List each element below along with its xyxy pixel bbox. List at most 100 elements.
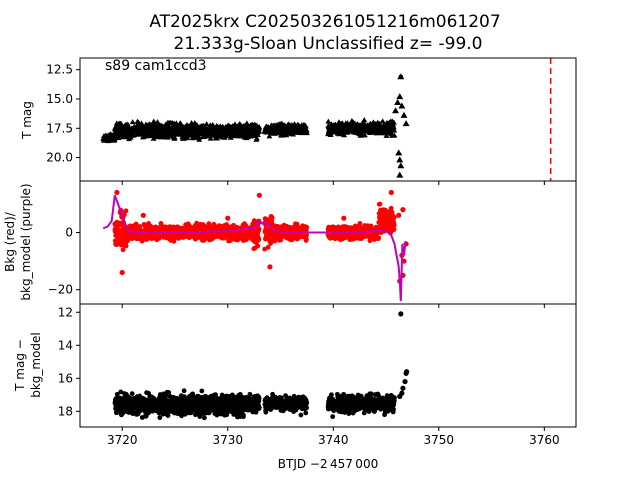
background-model-line [102, 194, 407, 302]
data-point-triangle [376, 121, 383, 127]
panel-frame [79, 180, 577, 305]
data-point [129, 391, 135, 397]
data-point-triangle [193, 122, 200, 128]
data-point [304, 405, 310, 411]
data-point-triangle [196, 134, 203, 140]
background-point [119, 269, 125, 276]
background-point [265, 244, 271, 250]
data-point [304, 400, 310, 405]
data-point [391, 406, 396, 412]
data-point [247, 391, 253, 397]
y-tick-label: 18 [58, 404, 73, 418]
data-point [165, 413, 171, 419]
figure-title-line2: 21.333g-Sloan Unclassified z= -99.0 [174, 34, 483, 54]
x-axis-label: BTJD −2 457 000 [278, 457, 378, 471]
background-point [120, 247, 126, 253]
data-point [145, 410, 151, 416]
outlier-point [402, 378, 408, 385]
y-tick-label: 12 [58, 305, 73, 319]
background-point [388, 189, 394, 196]
background-point [256, 236, 262, 242]
data-point-triangle [390, 119, 397, 125]
outlier-point-triangle [392, 107, 400, 114]
middle-panel-background: 0−20 [48, 180, 577, 308]
data-point [256, 405, 262, 411]
panel-plot-area [102, 189, 409, 302]
data-point-triangle [203, 121, 210, 127]
y-tick-label: 0 [65, 225, 73, 239]
background-point [269, 215, 275, 221]
data-point-triangle [256, 128, 263, 134]
x-tick-label: 3730 [212, 433, 243, 447]
bottom-ylabel-line1: T mag − [13, 339, 27, 392]
background-point [400, 207, 406, 213]
data-point-triangle [150, 118, 157, 124]
background-point [267, 264, 273, 270]
background-point [278, 237, 284, 243]
data-point [298, 412, 304, 418]
data-point [199, 388, 205, 394]
data-point-triangle [303, 130, 310, 136]
data-point-triangle [361, 117, 368, 123]
top-panel-magnitude: 12.5 15.0 17.5 20.0 [46, 57, 577, 185]
y-tick-label: 20.0 [46, 151, 73, 165]
data-point-triangle [283, 132, 290, 138]
background-point [114, 189, 120, 196]
data-point [213, 392, 218, 398]
background-point [256, 192, 263, 198]
data-point-triangle [171, 134, 178, 140]
data-point [392, 395, 397, 401]
data-point [256, 395, 262, 401]
background-point [357, 221, 363, 226]
data-point [303, 410, 309, 416]
data-point-triangle [207, 135, 214, 141]
data-point-triangle [129, 119, 136, 125]
data-point [181, 388, 187, 394]
background-point [304, 232, 309, 238]
data-point-triangle [256, 124, 263, 130]
data-point-triangle [327, 132, 334, 138]
y-tick-label: 12.5 [46, 63, 73, 77]
data-point-triangle [390, 124, 397, 130]
data-point-triangle [303, 127, 310, 133]
background-point [140, 212, 146, 218]
outlier-point-triangle [400, 111, 408, 118]
background-point [388, 205, 394, 211]
background-point [341, 215, 347, 221]
data-point-triangle [383, 132, 390, 138]
y-tick-label: 16 [58, 371, 73, 385]
data-point [346, 411, 352, 416]
data-point [368, 391, 374, 397]
data-point [366, 409, 372, 414]
background-point [304, 224, 310, 230]
y-tick-label: 15.0 [46, 92, 73, 106]
background-point [377, 201, 383, 207]
outlier-point-triangle [396, 93, 404, 100]
data-point [330, 414, 336, 420]
outlier-point [400, 385, 406, 391]
outlier-point-triangle [398, 102, 406, 109]
data-point-triangle [266, 133, 273, 139]
outlier-point-triangle [395, 149, 403, 156]
data-point-triangle [379, 118, 386, 124]
panel-plot-area [100, 58, 552, 181]
bottom-ylabel-line2: bkg_model [29, 332, 43, 398]
outlier-point-triangle [402, 120, 410, 127]
background-point [376, 235, 382, 241]
data-point [241, 412, 246, 418]
outlier-point-triangle [396, 156, 404, 163]
outlier-point [397, 393, 403, 400]
data-point-triangle [243, 120, 250, 126]
data-point-triangle [138, 120, 145, 126]
outlier-point-triangle [397, 162, 405, 169]
background-point [225, 215, 231, 221]
outlier-point-triangle [396, 171, 404, 178]
outlier-point-triangle [394, 99, 402, 106]
data-point-triangle [302, 123, 309, 129]
background-point [256, 226, 262, 232]
data-point-triangle [341, 132, 348, 138]
data-point-triangle [150, 135, 157, 141]
y-tick-label: 17.5 [46, 121, 73, 135]
